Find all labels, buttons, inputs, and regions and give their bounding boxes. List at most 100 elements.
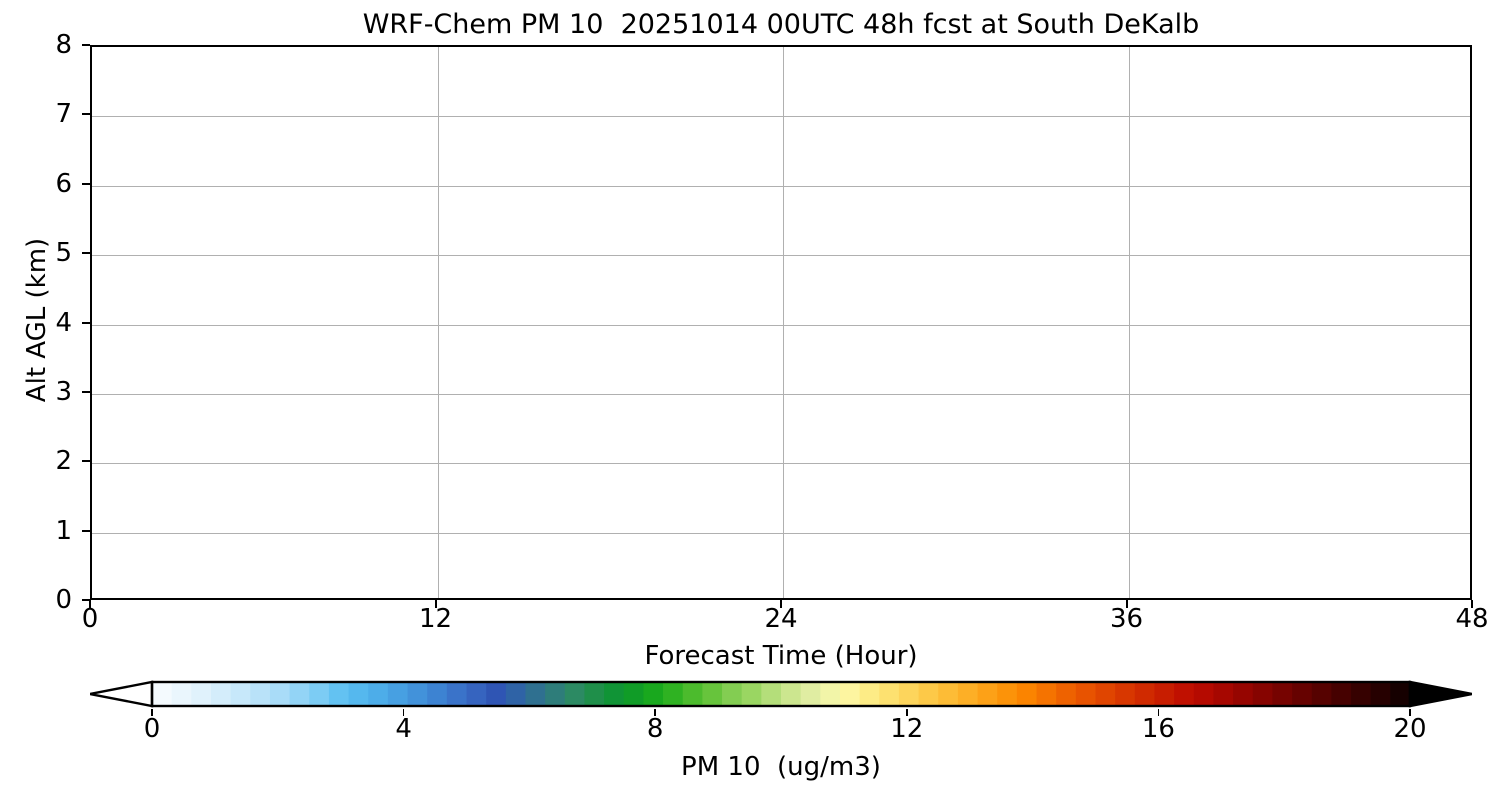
y-tick-label: 0: [55, 585, 72, 615]
colorbar-tick-mark: [1409, 709, 1411, 716]
colorbar-swatch: [466, 682, 487, 706]
colorbar-swatch: [682, 682, 703, 706]
gridline-horizontal: [92, 532, 1470, 534]
colorbar-swatch: [722, 682, 743, 706]
colorbar-swatch: [1036, 682, 1057, 706]
colorbar-swatch: [486, 682, 507, 706]
colorbar-swatch: [230, 682, 251, 706]
colorbar-swatch: [741, 682, 762, 706]
gridline-vertical: [437, 47, 439, 598]
colorbar-swatch: [1075, 682, 1096, 706]
colorbar-swatch: [957, 682, 978, 706]
colorbar-swatch: [820, 682, 841, 706]
colorbar-tick-label: 16: [1141, 714, 1175, 744]
grid-layer: [92, 47, 1470, 598]
x-tick-label: 36: [1109, 604, 1144, 634]
gridline-horizontal: [92, 185, 1470, 187]
y-tick-mark: [82, 390, 90, 393]
y-tick-mark: [82, 321, 90, 324]
colorbar-swatch: [250, 682, 271, 706]
colorbar-swatch: [309, 682, 330, 706]
colorbar-tick-label: 20: [1393, 714, 1427, 744]
x-axis-label: Forecast Time (Hour): [644, 641, 918, 671]
colorbar-swatch: [918, 682, 939, 706]
plot-area: [90, 45, 1472, 600]
colorbar-swatch: [1154, 682, 1175, 706]
colorbar-tick-mark: [1157, 709, 1160, 716]
colorbar: [90, 673, 1472, 715]
gridline-vertical: [783, 47, 784, 598]
colorbar-swatch: [1134, 682, 1155, 706]
y-tick-label: 8: [55, 30, 72, 60]
colorbar-swatch: [1016, 682, 1037, 706]
y-tick-label: 4: [55, 307, 72, 338]
colorbar-swatch: [1370, 682, 1391, 706]
colorbar-swatch: [427, 682, 448, 706]
colorbar-tick-mark: [402, 709, 405, 716]
colorbar-swatch: [1193, 682, 1214, 706]
colorbar-tick-label: 4: [395, 714, 412, 744]
colorbar-tick-mark: [151, 709, 153, 716]
colorbar-swatch: [938, 682, 959, 706]
colorbar-swatch: [977, 682, 998, 706]
colorbar-swatch: [1233, 682, 1254, 706]
x-tick-label: 12: [418, 604, 453, 634]
page-title: WRF-Chem PM 10 20251014 00UTC 48h fcst a…: [362, 9, 1200, 40]
colorbar-swatch: [152, 682, 173, 706]
colorbar-swatch: [584, 682, 605, 706]
gridline-horizontal: [92, 255, 1470, 257]
colorbar-swatch: [1331, 682, 1352, 706]
colorbar-swatch: [171, 682, 192, 706]
colorbar-swatch: [1115, 682, 1136, 706]
colorbar-swatch: [898, 682, 919, 706]
y-tick-mark: [82, 113, 90, 116]
y-tick-label: 6: [55, 168, 72, 199]
colorbar-swatch: [269, 682, 290, 706]
colorbar-swatch: [839, 682, 861, 706]
colorbar-swatch: [761, 682, 782, 706]
x-tick-mark: [1471, 600, 1473, 608]
colorbar-tick-label: 8: [646, 714, 664, 744]
colorbar-swatch: [1095, 682, 1116, 706]
triangle-right-icon: [1408, 680, 1472, 708]
x-tick-label: 24: [764, 604, 798, 634]
colorbar-swatch: [505, 682, 526, 706]
y-tick-mark: [82, 182, 90, 185]
colorbar-swatch: [1213, 682, 1234, 706]
gridline-horizontal: [92, 393, 1470, 395]
colorbar-swatch: [1390, 682, 1411, 706]
y-tick-mark: [82, 529, 90, 532]
colorbar-swatch: [368, 682, 389, 706]
y-tick-mark: [82, 44, 90, 46]
colorbar-label: PM 10 (ug/m3): [681, 752, 881, 782]
colorbar-swatch: [407, 682, 428, 706]
colorbar-swatch: [1252, 682, 1273, 706]
x-tick-label: 0: [81, 604, 99, 634]
colorbar-swatch: [210, 682, 232, 706]
colorbar-swatch: [663, 682, 684, 706]
colorbar-swatch: [997, 682, 1018, 706]
triangle-left-icon: [90, 680, 154, 708]
colorbar-gradient: [90, 680, 1472, 708]
colorbar-swatch: [781, 682, 802, 706]
y-tick-mark: [82, 252, 90, 255]
colorbar-swatch: [643, 682, 664, 706]
colorbar-swatch: [623, 682, 644, 706]
colorbar-swatch: [348, 682, 369, 706]
colorbar-swatch: [1311, 682, 1332, 706]
y-tick-label: 1: [55, 515, 72, 546]
x-tick-mark: [780, 600, 782, 608]
colorbar-swatch: [604, 682, 625, 706]
colorbar-outline: [150, 680, 1412, 708]
colorbar-tick-mark: [906, 709, 908, 716]
gridline-vertical: [1128, 47, 1130, 598]
colorbar-swatch: [702, 682, 723, 706]
colorbar-swatch: [289, 682, 310, 706]
x-tick-mark: [1125, 600, 1128, 608]
y-tick-label: 3: [55, 376, 72, 407]
y-tick-label: 7: [55, 99, 72, 130]
colorbar-swatch: [191, 682, 212, 706]
colorbar-tick-label: 0: [143, 714, 161, 744]
colorbar-swatch: [1174, 682, 1195, 706]
